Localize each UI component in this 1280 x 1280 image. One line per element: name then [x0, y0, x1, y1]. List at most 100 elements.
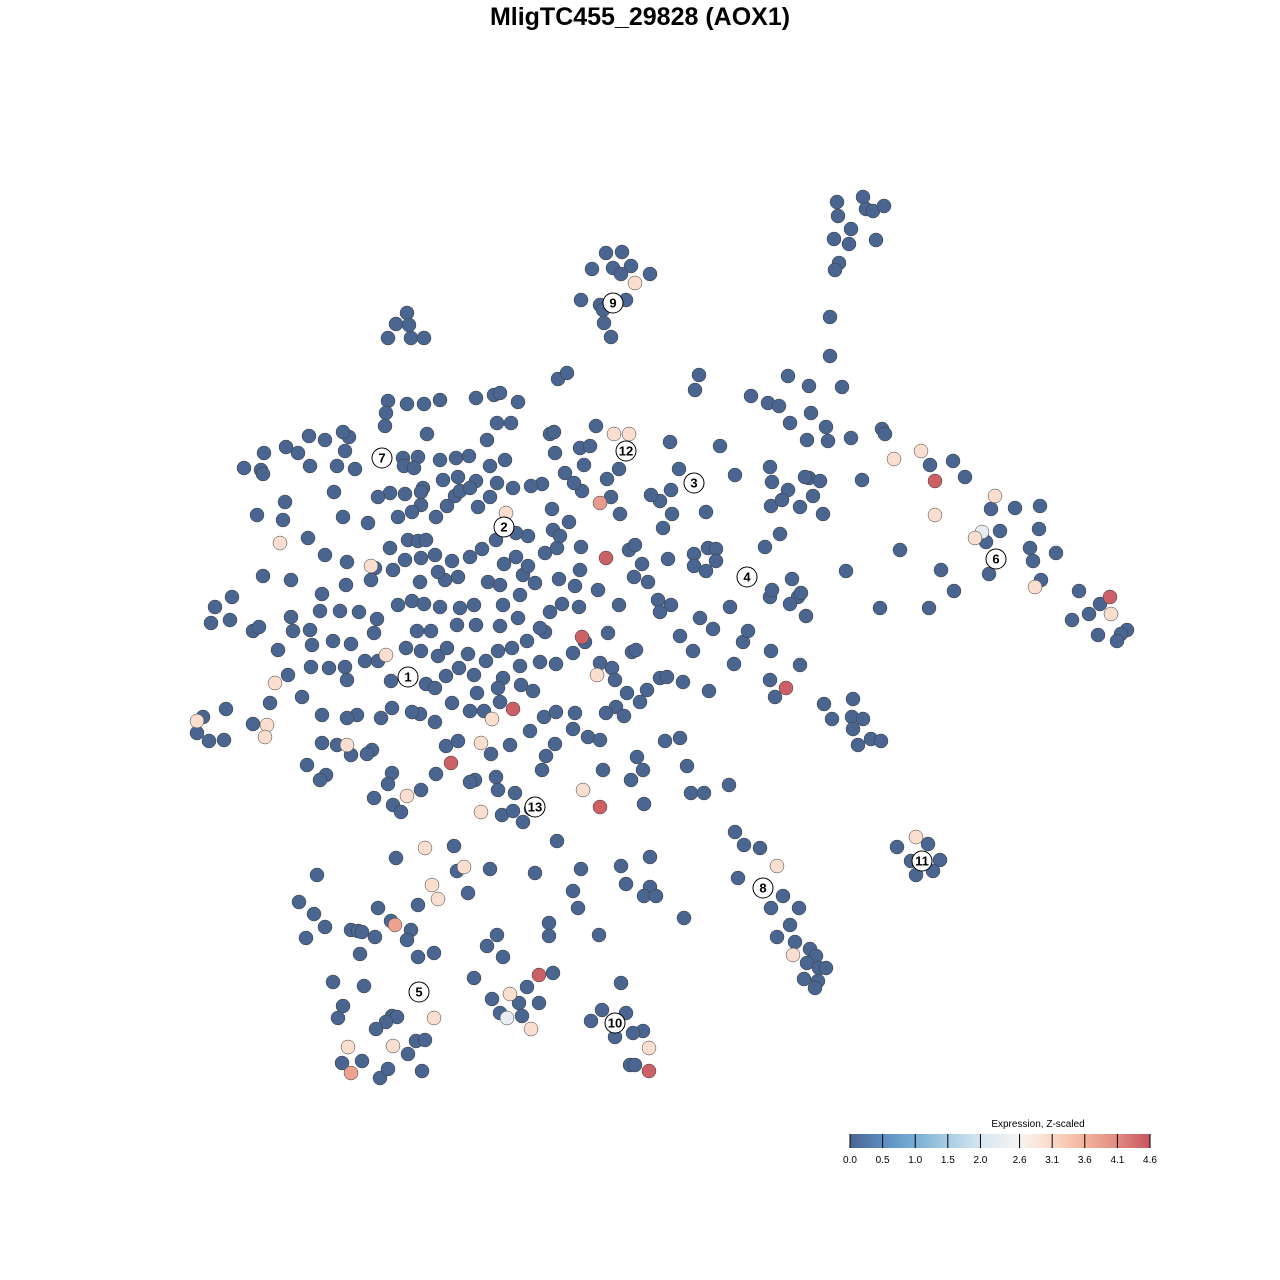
data-point	[816, 696, 832, 712]
data-point	[815, 506, 831, 522]
data-point	[664, 506, 680, 522]
data-point	[400, 1046, 416, 1062]
data-point	[607, 672, 623, 688]
data-point	[708, 553, 724, 569]
data-point	[571, 599, 587, 615]
data-point	[495, 949, 511, 965]
cluster-label-1: 1	[397, 666, 419, 688]
data-point	[404, 504, 420, 520]
data-point	[414, 1063, 430, 1079]
data-point	[696, 785, 712, 801]
data-point	[337, 443, 353, 459]
data-point	[356, 978, 372, 994]
data-point	[410, 949, 426, 965]
data-point	[676, 910, 692, 926]
data-point	[380, 776, 396, 792]
data-point	[330, 1010, 346, 1026]
data-point	[378, 647, 394, 663]
data-point	[298, 930, 314, 946]
data-point	[303, 659, 319, 675]
data-point	[462, 703, 478, 719]
data-point	[334, 1055, 350, 1071]
data-point	[822, 309, 838, 325]
data-point	[363, 572, 379, 588]
data-point	[685, 643, 701, 659]
data-point	[439, 640, 455, 656]
data-point	[497, 452, 513, 468]
data-point	[625, 1025, 641, 1041]
data-point	[567, 705, 583, 721]
data-point	[301, 428, 317, 444]
data-point	[432, 599, 448, 615]
data-point	[466, 667, 482, 683]
data-point	[207, 599, 223, 615]
data-point	[490, 680, 506, 696]
data-point	[771, 398, 787, 414]
data-point	[599, 471, 615, 487]
data-point	[573, 292, 589, 308]
data-point	[473, 804, 489, 820]
data-point	[520, 558, 536, 574]
data-point	[648, 888, 664, 904]
data-point	[489, 415, 505, 431]
data-point	[611, 597, 627, 613]
data-point	[872, 600, 888, 616]
data-point	[546, 424, 562, 440]
data-point	[675, 674, 691, 690]
data-point	[468, 390, 484, 406]
data-point	[782, 596, 798, 612]
data-point	[618, 876, 634, 892]
data-point	[545, 965, 561, 981]
data-point	[643, 487, 659, 503]
cluster-label-6: 6	[985, 548, 1007, 570]
data-point	[332, 603, 348, 619]
cluster-label-text: 11	[915, 854, 929, 869]
data-point	[628, 642, 644, 658]
data-point	[505, 480, 521, 496]
data-point	[360, 515, 376, 531]
data-point	[317, 432, 333, 448]
data-point	[224, 589, 240, 605]
data-point	[873, 733, 889, 749]
data-point	[1048, 545, 1064, 561]
legend-title: Expression, Z-scaled	[991, 1119, 1084, 1130]
data-point	[428, 766, 444, 782]
data-point	[1102, 589, 1118, 605]
data-point	[417, 1032, 433, 1048]
data-point	[482, 458, 498, 474]
data-point	[1090, 627, 1106, 643]
data-point	[531, 995, 547, 1011]
data-point	[782, 415, 798, 431]
data-point	[343, 636, 359, 652]
data-point	[547, 445, 563, 461]
colorbar-tick-label: 0.5	[876, 1155, 890, 1166]
data-point	[321, 660, 337, 676]
data-point	[519, 979, 535, 995]
data-point	[416, 596, 432, 612]
data-point	[363, 558, 379, 574]
data-point	[589, 667, 605, 683]
data-point	[504, 640, 520, 656]
data-point	[796, 971, 812, 987]
data-point	[730, 870, 746, 886]
data-point	[399, 396, 415, 412]
data-point	[461, 448, 477, 464]
data-point	[838, 563, 854, 579]
data-point	[359, 746, 375, 762]
data-point	[727, 824, 743, 840]
data-point	[772, 526, 788, 542]
data-point	[444, 553, 460, 569]
data-point	[503, 415, 519, 431]
data-point	[299, 757, 315, 773]
data-point	[698, 563, 714, 579]
data-point	[499, 1010, 515, 1026]
data-point	[764, 582, 780, 598]
data-point	[452, 600, 468, 616]
data-point	[565, 721, 581, 737]
data-point	[366, 625, 382, 641]
data-point	[393, 804, 409, 820]
data-point	[383, 673, 399, 689]
data-point	[496, 556, 512, 572]
cluster-label-text: 9	[609, 296, 616, 311]
